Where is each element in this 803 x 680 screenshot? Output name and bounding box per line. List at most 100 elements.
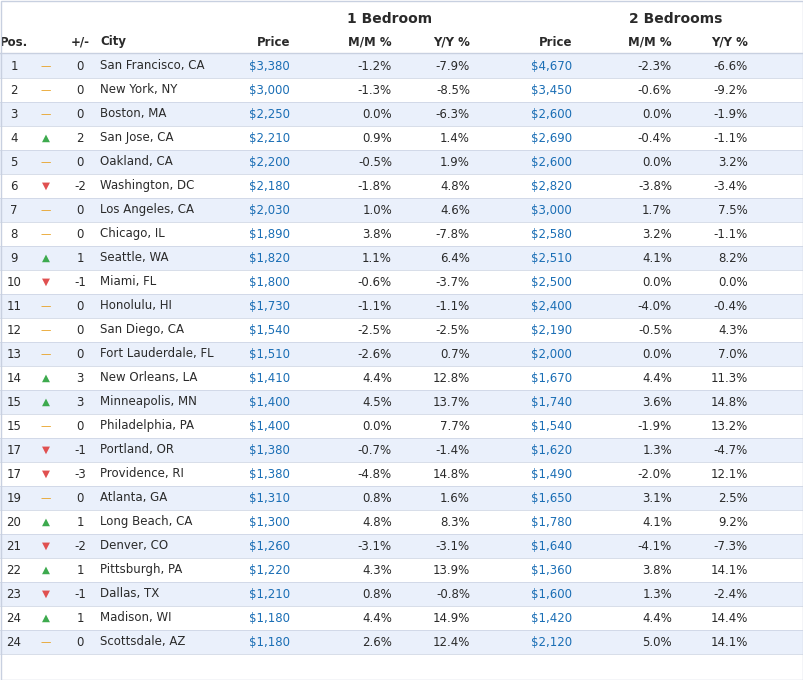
Text: 14.9%: 14.9% xyxy=(432,611,470,624)
Text: $1,890: $1,890 xyxy=(249,228,290,241)
Text: M/M %: M/M % xyxy=(628,35,671,48)
Text: -3.4%: -3.4% xyxy=(713,180,747,192)
Bar xyxy=(0,270,803,294)
Text: -1: -1 xyxy=(74,275,86,288)
Text: $2,190: $2,190 xyxy=(530,324,571,337)
Text: 2 Bedrooms: 2 Bedrooms xyxy=(629,12,722,26)
Text: $2,600: $2,600 xyxy=(530,107,571,120)
Text: 1 Bedroom: 1 Bedroom xyxy=(347,12,432,26)
Text: 3.2%: 3.2% xyxy=(642,228,671,241)
Text: 0: 0 xyxy=(76,60,84,73)
Text: ▲: ▲ xyxy=(42,253,50,263)
Text: -3.7%: -3.7% xyxy=(435,275,470,288)
Text: San Francisco, CA: San Francisco, CA xyxy=(100,60,204,73)
Text: $1,800: $1,800 xyxy=(249,275,290,288)
Text: $1,540: $1,540 xyxy=(249,324,290,337)
Text: ▲: ▲ xyxy=(42,133,50,143)
Text: 1: 1 xyxy=(76,515,84,528)
Text: City: City xyxy=(100,35,126,48)
Text: $1,740: $1,740 xyxy=(530,396,571,409)
Bar xyxy=(0,486,803,510)
Text: 10: 10 xyxy=(6,275,22,288)
Text: -0.7%: -0.7% xyxy=(357,443,392,456)
Text: -7.8%: -7.8% xyxy=(435,228,470,241)
Text: ▲: ▲ xyxy=(42,565,50,575)
Text: Y/Y %: Y/Y % xyxy=(710,35,747,48)
Text: 6: 6 xyxy=(10,180,18,192)
Text: 14.8%: 14.8% xyxy=(710,396,747,409)
Text: -1.1%: -1.1% xyxy=(713,131,747,145)
Text: -3.1%: -3.1% xyxy=(357,539,392,552)
Bar xyxy=(0,102,803,126)
Text: —: — xyxy=(41,85,51,95)
Bar xyxy=(0,582,803,606)
Text: -0.5%: -0.5% xyxy=(638,324,671,337)
Text: 3.8%: 3.8% xyxy=(642,564,671,577)
Text: $3,000: $3,000 xyxy=(249,84,290,97)
Text: 0.0%: 0.0% xyxy=(362,420,392,432)
Text: $2,500: $2,500 xyxy=(531,275,571,288)
Text: $1,650: $1,650 xyxy=(530,492,571,505)
Text: Miami, FL: Miami, FL xyxy=(100,275,156,288)
Text: Minneapolis, MN: Minneapolis, MN xyxy=(100,396,197,409)
Text: 4.4%: 4.4% xyxy=(361,611,392,624)
Bar xyxy=(0,630,803,654)
Text: 9: 9 xyxy=(10,252,18,265)
Text: —: — xyxy=(41,421,51,431)
Text: $2,690: $2,690 xyxy=(530,131,571,145)
Text: Long Beach, CA: Long Beach, CA xyxy=(100,515,192,528)
Text: 4.6%: 4.6% xyxy=(439,203,470,216)
Text: 0: 0 xyxy=(76,324,84,337)
Text: $2,820: $2,820 xyxy=(530,180,571,192)
Text: 1.7%: 1.7% xyxy=(642,203,671,216)
Text: -4.7%: -4.7% xyxy=(713,443,747,456)
Text: —: — xyxy=(41,349,51,359)
Bar xyxy=(0,414,803,438)
Text: 1.6%: 1.6% xyxy=(439,492,470,505)
Text: 15: 15 xyxy=(6,420,22,432)
Text: 2: 2 xyxy=(10,84,18,97)
Text: 22: 22 xyxy=(6,564,22,577)
Text: $2,000: $2,000 xyxy=(531,347,571,360)
Text: -2.5%: -2.5% xyxy=(435,324,470,337)
Text: 8.2%: 8.2% xyxy=(717,252,747,265)
Text: 14.1%: 14.1% xyxy=(710,564,747,577)
Text: 13.9%: 13.9% xyxy=(432,564,470,577)
Text: 7.0%: 7.0% xyxy=(717,347,747,360)
Text: 0.0%: 0.0% xyxy=(718,275,747,288)
Text: 1: 1 xyxy=(76,564,84,577)
Bar xyxy=(0,438,803,462)
Bar xyxy=(0,342,803,366)
Text: 1.3%: 1.3% xyxy=(642,588,671,600)
Text: 11: 11 xyxy=(6,299,22,313)
Text: 8: 8 xyxy=(10,228,18,241)
Text: ▲: ▲ xyxy=(42,517,50,527)
Text: New York, NY: New York, NY xyxy=(100,84,177,97)
Text: 13: 13 xyxy=(6,347,22,360)
Text: $1,730: $1,730 xyxy=(249,299,290,313)
Text: 17: 17 xyxy=(6,443,22,456)
Text: 0: 0 xyxy=(76,347,84,360)
Text: 2: 2 xyxy=(76,131,84,145)
Text: M/M %: M/M % xyxy=(348,35,392,48)
Text: -0.6%: -0.6% xyxy=(357,275,392,288)
Bar xyxy=(0,54,803,78)
Text: -1: -1 xyxy=(74,443,86,456)
Text: 15: 15 xyxy=(6,396,22,409)
Text: 4.1%: 4.1% xyxy=(642,515,671,528)
Text: Honolulu, HI: Honolulu, HI xyxy=(100,299,172,313)
Text: -2.3%: -2.3% xyxy=(637,60,671,73)
Text: 19: 19 xyxy=(6,492,22,505)
Text: $3,380: $3,380 xyxy=(249,60,290,73)
Text: $1,380: $1,380 xyxy=(249,443,290,456)
Text: -2.5%: -2.5% xyxy=(357,324,392,337)
Text: $1,210: $1,210 xyxy=(249,588,290,600)
Text: $1,540: $1,540 xyxy=(530,420,571,432)
Text: -1.2%: -1.2% xyxy=(357,60,392,73)
Text: $1,400: $1,400 xyxy=(249,420,290,432)
Text: —: — xyxy=(41,301,51,311)
Bar xyxy=(0,606,803,630)
Text: 1.0%: 1.0% xyxy=(362,203,392,216)
Text: 12: 12 xyxy=(6,324,22,337)
Text: 7.5%: 7.5% xyxy=(717,203,747,216)
